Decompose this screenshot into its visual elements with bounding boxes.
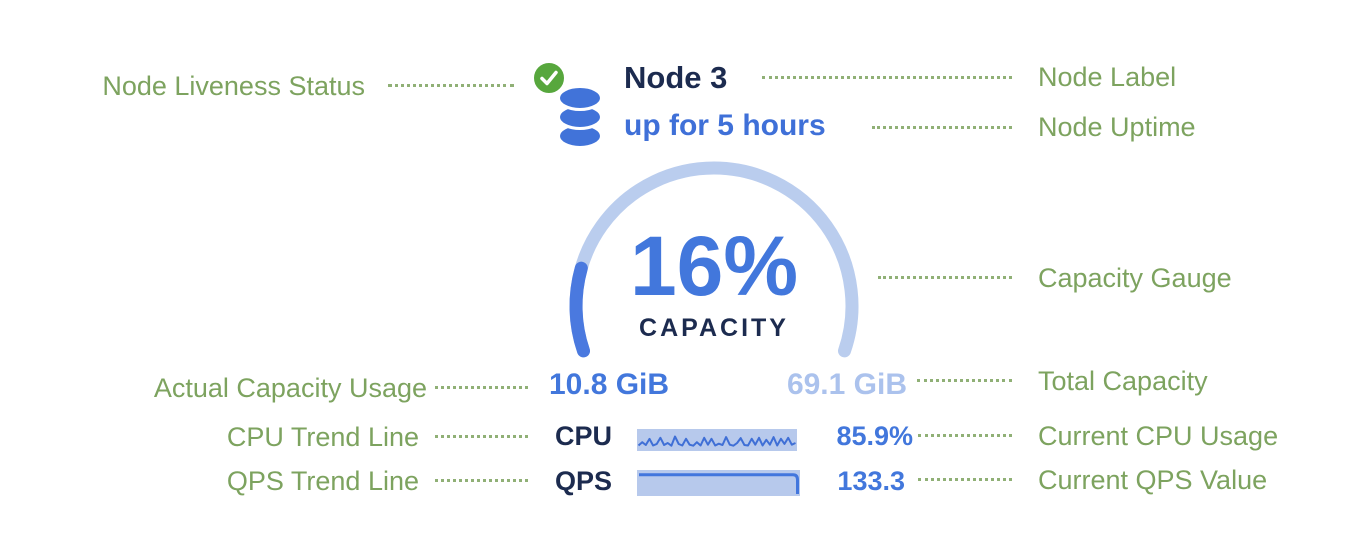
leader-line: [872, 126, 1012, 129]
annotation-cpu-trend-line: CPU Trend Line: [226, 422, 419, 452]
database-icon: [557, 85, 603, 149]
check-circle-icon: [531, 60, 567, 96]
annotation-current-qps-value: Current QPS Value: [1038, 465, 1268, 495]
qps-current-value: 133.3: [837, 466, 905, 496]
leader-line: [435, 435, 528, 438]
leader-line: [918, 478, 1012, 481]
gauge-caption: CAPACITY: [639, 314, 789, 342]
capacity-used-value: 10.8 GiB: [549, 368, 670, 401]
node-label[interactable]: Node 3: [624, 60, 728, 95]
cpu-sparkline-trace: [637, 435, 796, 447]
capacity-total-value: 69.1 GiB: [786, 368, 907, 401]
annotation-qps-trend-line: QPS Trend Line: [226, 466, 419, 496]
annotation-current-cpu-usage: Current CPU Usage: [1038, 421, 1279, 451]
cpu-current-value: 85.9%: [836, 421, 913, 451]
capacity-gauge: [569, 161, 859, 358]
annotation-actual-capacity-usage: Actual Capacity Usage: [153, 373, 427, 403]
annotation-total-capacity: Total Capacity: [1038, 366, 1208, 396]
annotation-node-label: Node Label: [1038, 62, 1177, 92]
leader-line: [918, 434, 1012, 437]
qps-sparkline: [637, 470, 800, 496]
qps-metric-label: QPS: [555, 466, 613, 496]
annotation-node-uptime: Node Uptime: [1038, 112, 1196, 142]
leader-line: [917, 379, 1012, 382]
annotation-node-liveness-status: Node Liveness Status: [102, 71, 365, 101]
leader-line: [435, 386, 528, 389]
gauge-percent-value: 16%: [629, 219, 799, 313]
annotation-capacity-gauge: Capacity Gauge: [1038, 263, 1232, 293]
leader-line: [435, 479, 528, 482]
node-uptime: up for 5 hours: [624, 109, 826, 142]
leader-line: [878, 276, 1012, 279]
leader-line: [762, 76, 1012, 79]
cpu-sparkline: [637, 429, 797, 451]
leader-line: [388, 84, 514, 87]
gauge-progress-arc: [569, 261, 590, 358]
qps-sparkline-trace: [639, 473, 799, 494]
cpu-metric-label: CPU: [555, 421, 613, 451]
